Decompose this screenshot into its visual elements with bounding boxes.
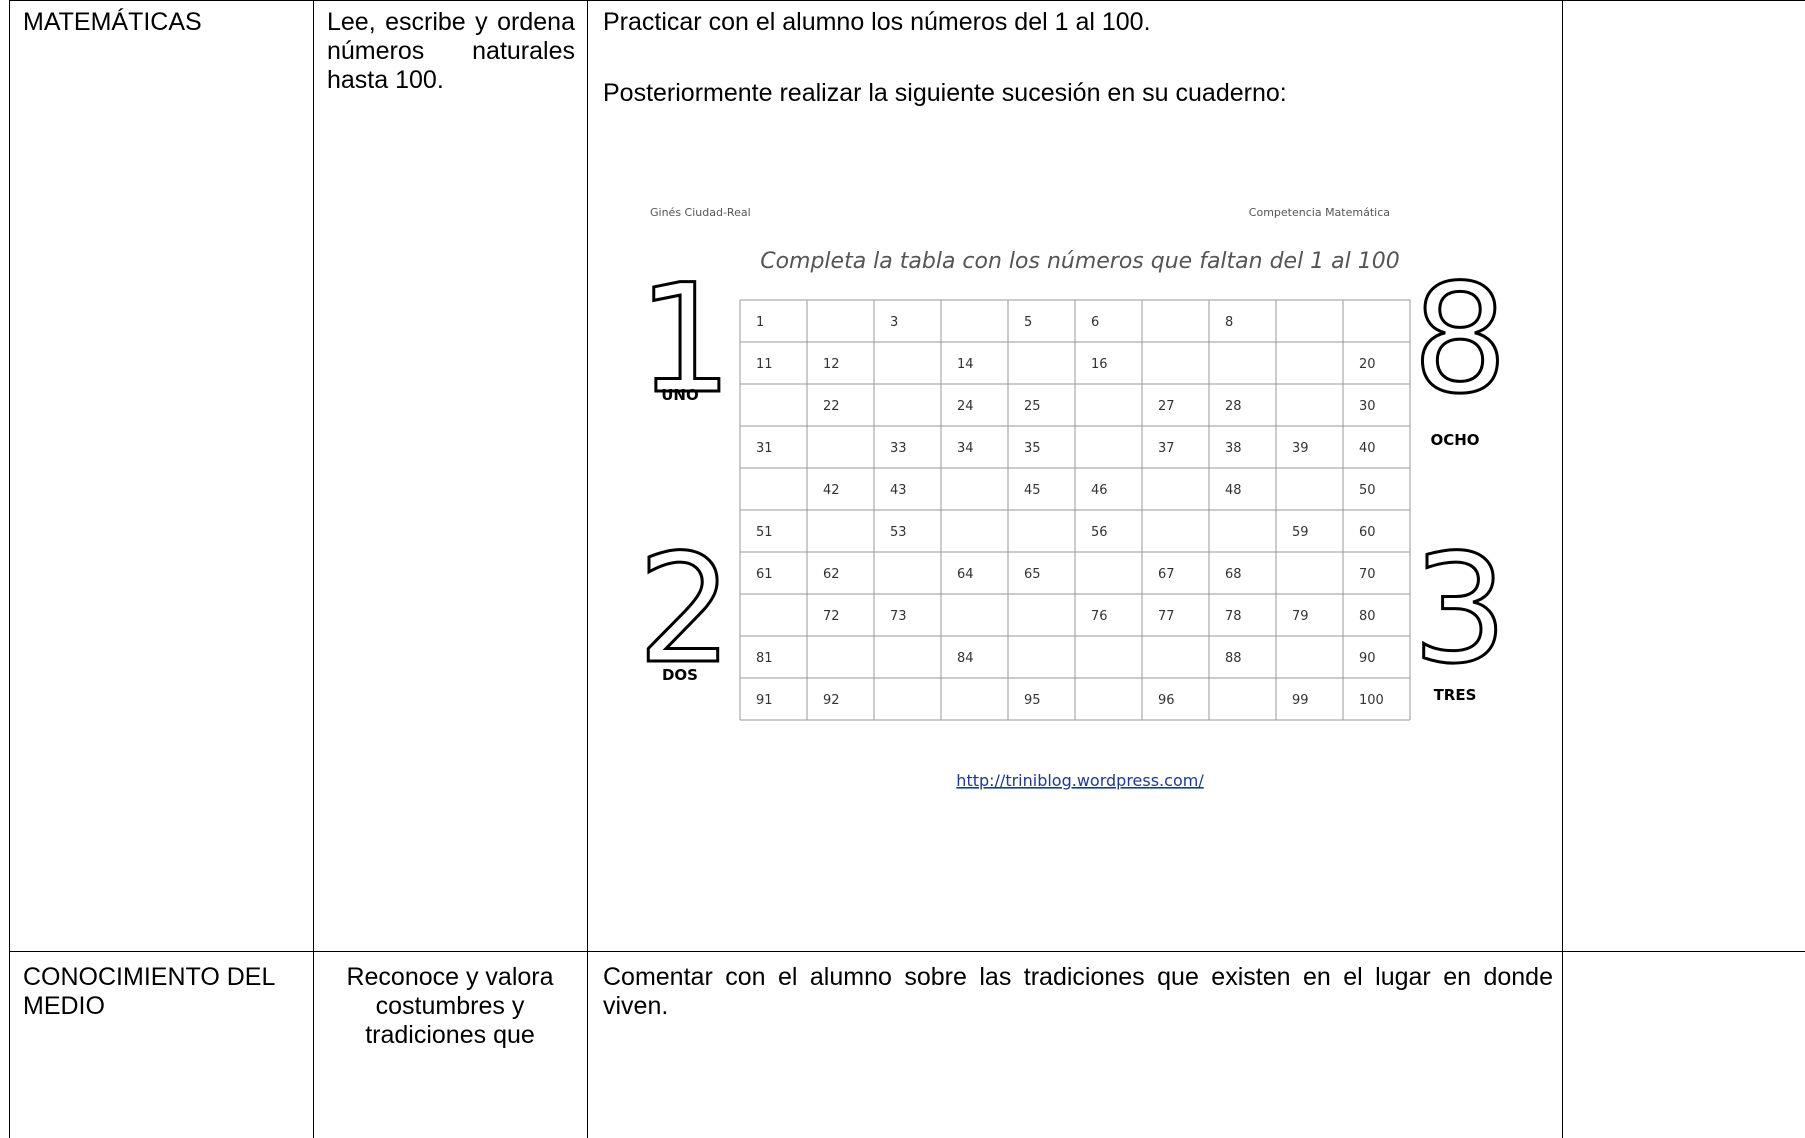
grid-number: 84 [957, 651, 974, 666]
figure-digit: 2 [640, 523, 733, 697]
activity: Practicar con el alumno los números del … [603, 8, 1553, 108]
grid-number: 68 [1225, 567, 1242, 582]
grid-number: 25 [1024, 399, 1041, 414]
border [9, 0, 10, 1138]
link: http://triniblog.wordpress.com/ [956, 771, 1204, 790]
grid-number: 76 [1091, 609, 1108, 624]
grid-number: 42 [823, 483, 840, 498]
grid-number: 65 [1024, 567, 1041, 582]
activity: Comentar con el alumno sobre las tradici… [603, 963, 1553, 1020]
grid-number: 50 [1359, 483, 1376, 498]
worksheet-title: Completa la tabla con los números que fa… [760, 249, 1400, 274]
border [9, 951, 1805, 952]
figure-digit: 3 [1412, 523, 1507, 697]
grid-number: 56 [1091, 525, 1108, 540]
subject: MATEMÁTICAS [23, 8, 202, 36]
objective: Lee, escribe y ordena números naturales … [327, 8, 575, 94]
grid-number: 51 [756, 525, 773, 540]
grid-number: 30 [1359, 399, 1376, 414]
grid-number: 45 [1024, 483, 1041, 498]
figure-label: UNO [661, 386, 699, 404]
grid-number: 72 [823, 609, 840, 624]
grid-number: 48 [1225, 483, 1242, 498]
grid-number: 59 [1292, 525, 1309, 540]
grid-number: 95 [1024, 693, 1041, 708]
figure-digit: 1 [640, 253, 733, 427]
grid-number: 61 [756, 567, 773, 582]
border [9, 0, 1805, 1]
grid-number: 8 [1225, 315, 1233, 330]
grid-number: 22 [823, 399, 840, 414]
grid-number: 35 [1024, 441, 1041, 456]
grid-number: 73 [890, 609, 907, 624]
grid-number: 28 [1225, 399, 1242, 414]
border [1562, 0, 1563, 1138]
grid-number: 16 [1091, 357, 1108, 372]
grid-number: 53 [890, 525, 907, 540]
grid-number: 88 [1225, 651, 1242, 666]
worksheet-subject: Competencia Matemática [1249, 206, 1390, 219]
grid-number: 90 [1359, 651, 1376, 666]
border [313, 0, 314, 1138]
figure-digit: 8 [1412, 253, 1507, 427]
paragraph: Practicar con el alumno los números del … [603, 8, 1151, 36]
grid-number: 6 [1091, 315, 1099, 330]
grid-number: 67 [1158, 567, 1175, 582]
figure-label: DOS [662, 666, 698, 684]
worksheet-image: Ginés Ciudad-Real Competencia Matemática… [640, 206, 1509, 790]
subject: CONOCIMIENTO DEL MEDIO [23, 963, 275, 1020]
figure-label: TRES [1434, 686, 1477, 704]
grid-number: 92 [823, 693, 840, 708]
grid-number: 39 [1292, 441, 1309, 456]
grid-number: 33 [890, 441, 907, 456]
grid-number: 31 [756, 441, 773, 456]
objective: Reconoce y valora costumbres y tradicion… [346, 963, 554, 1049]
author: Ginés Ciudad-Real [650, 206, 751, 219]
grid-number: 60 [1359, 525, 1376, 540]
grid-number: 100 [1359, 693, 1384, 708]
paragraph: Posteriormente realizar la siguiente suc… [603, 79, 1287, 107]
grid-number: 24 [957, 399, 974, 414]
grid-number: 96 [1158, 693, 1175, 708]
grid-number: 46 [1091, 483, 1108, 498]
grid-number: 81 [756, 651, 773, 666]
grid-number: 91 [756, 693, 773, 708]
grid-number: 70 [1359, 567, 1376, 582]
grid-number: 37 [1158, 441, 1175, 456]
grid-number: 99 [1292, 693, 1309, 708]
grid-number: 34 [957, 441, 974, 456]
grid-number: 77 [1158, 609, 1175, 624]
grid-number: 11 [756, 357, 773, 372]
grid-number: 80 [1359, 609, 1376, 624]
grid-number: 1 [756, 315, 764, 330]
grid-number: 38 [1225, 441, 1242, 456]
grid-number: 62 [823, 567, 840, 582]
grid-number: 14 [957, 357, 974, 372]
grid-number: 20 [1359, 357, 1376, 372]
grid-number: 79 [1292, 609, 1309, 624]
grid-number: 3 [890, 315, 898, 330]
figure-label: OCHO [1430, 431, 1479, 449]
grid-number: 40 [1359, 441, 1376, 456]
grid-number: 27 [1158, 399, 1175, 414]
border [587, 0, 588, 1138]
grid-number: 64 [957, 567, 974, 582]
grid-number: 12 [823, 357, 840, 372]
grid-number: 5 [1024, 315, 1032, 330]
grid-number: 78 [1225, 609, 1242, 624]
grid-number: 43 [890, 483, 907, 498]
